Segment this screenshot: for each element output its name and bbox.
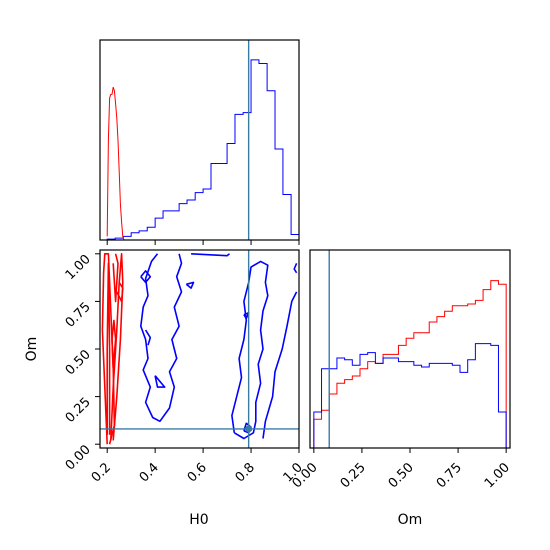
contour-3 (185, 281, 195, 289)
om-y-tick-label-2: 0.50 (63, 347, 94, 378)
contour-lines (101, 253, 298, 445)
contour-1 (191, 253, 230, 257)
om-x-tick-label-3: 0.75 (434, 460, 465, 491)
contour-0 (140, 253, 183, 423)
contour-12 (110, 253, 124, 441)
contour-14 (112, 253, 119, 303)
h0-x-tick-label-3: 0.8 (233, 460, 258, 485)
contour-4 (144, 329, 152, 346)
h0-om-contour-panel: 0.2 0.4 0.6 0.8 1.00.000.250.500.751.00 (63, 249, 306, 485)
contour-7 (243, 312, 250, 320)
contour-5 (154, 375, 166, 388)
contour-6 (231, 260, 269, 440)
om-x-axis-label: Om (398, 512, 423, 528)
om-x-tick-label-2: 0.50 (386, 460, 417, 491)
contour-10 (293, 262, 298, 274)
om-y-tick-label-3: 0.75 (63, 300, 94, 331)
contour-15 (111, 319, 117, 369)
om-y-tick-label-4: 1.00 (63, 252, 94, 283)
om-hist-series-0 (313, 280, 507, 448)
contour-16 (116, 281, 124, 303)
contour-11 (101, 253, 116, 445)
om-y-tick-label-0: 0.00 (63, 442, 94, 473)
contour-9 (262, 291, 298, 439)
h0-hist-frame (99, 39, 300, 241)
h0-hist-series-0 (106, 59, 300, 240)
contour-13 (106, 262, 111, 435)
om-hist-series-1 (313, 343, 507, 448)
om-histogram-panel: 0.00 0.25 0.50 0.75 1.00 (290, 249, 513, 491)
om-hist-frame (309, 249, 511, 449)
om-y-tick-label-1: 0.25 (63, 395, 94, 426)
om-x-tick-label-4: 1.00 (482, 460, 513, 491)
h0-axis-label: H0 (189, 512, 208, 528)
h0-x-tick-label-2: 0.6 (185, 460, 210, 485)
h0-x-tick-label-1: 0.4 (137, 460, 162, 485)
h0-hist-series-1 (106, 86, 125, 241)
contour-2 (140, 270, 152, 284)
h0-x-tick-label-0: 0.2 (89, 460, 114, 485)
om-x-tick-label-1: 0.25 (338, 460, 369, 491)
om-y-axis-label: Om (24, 337, 40, 362)
h0-histogram-panel (99, 39, 300, 245)
truth-point (245, 425, 253, 433)
contour-frame (99, 249, 300, 449)
